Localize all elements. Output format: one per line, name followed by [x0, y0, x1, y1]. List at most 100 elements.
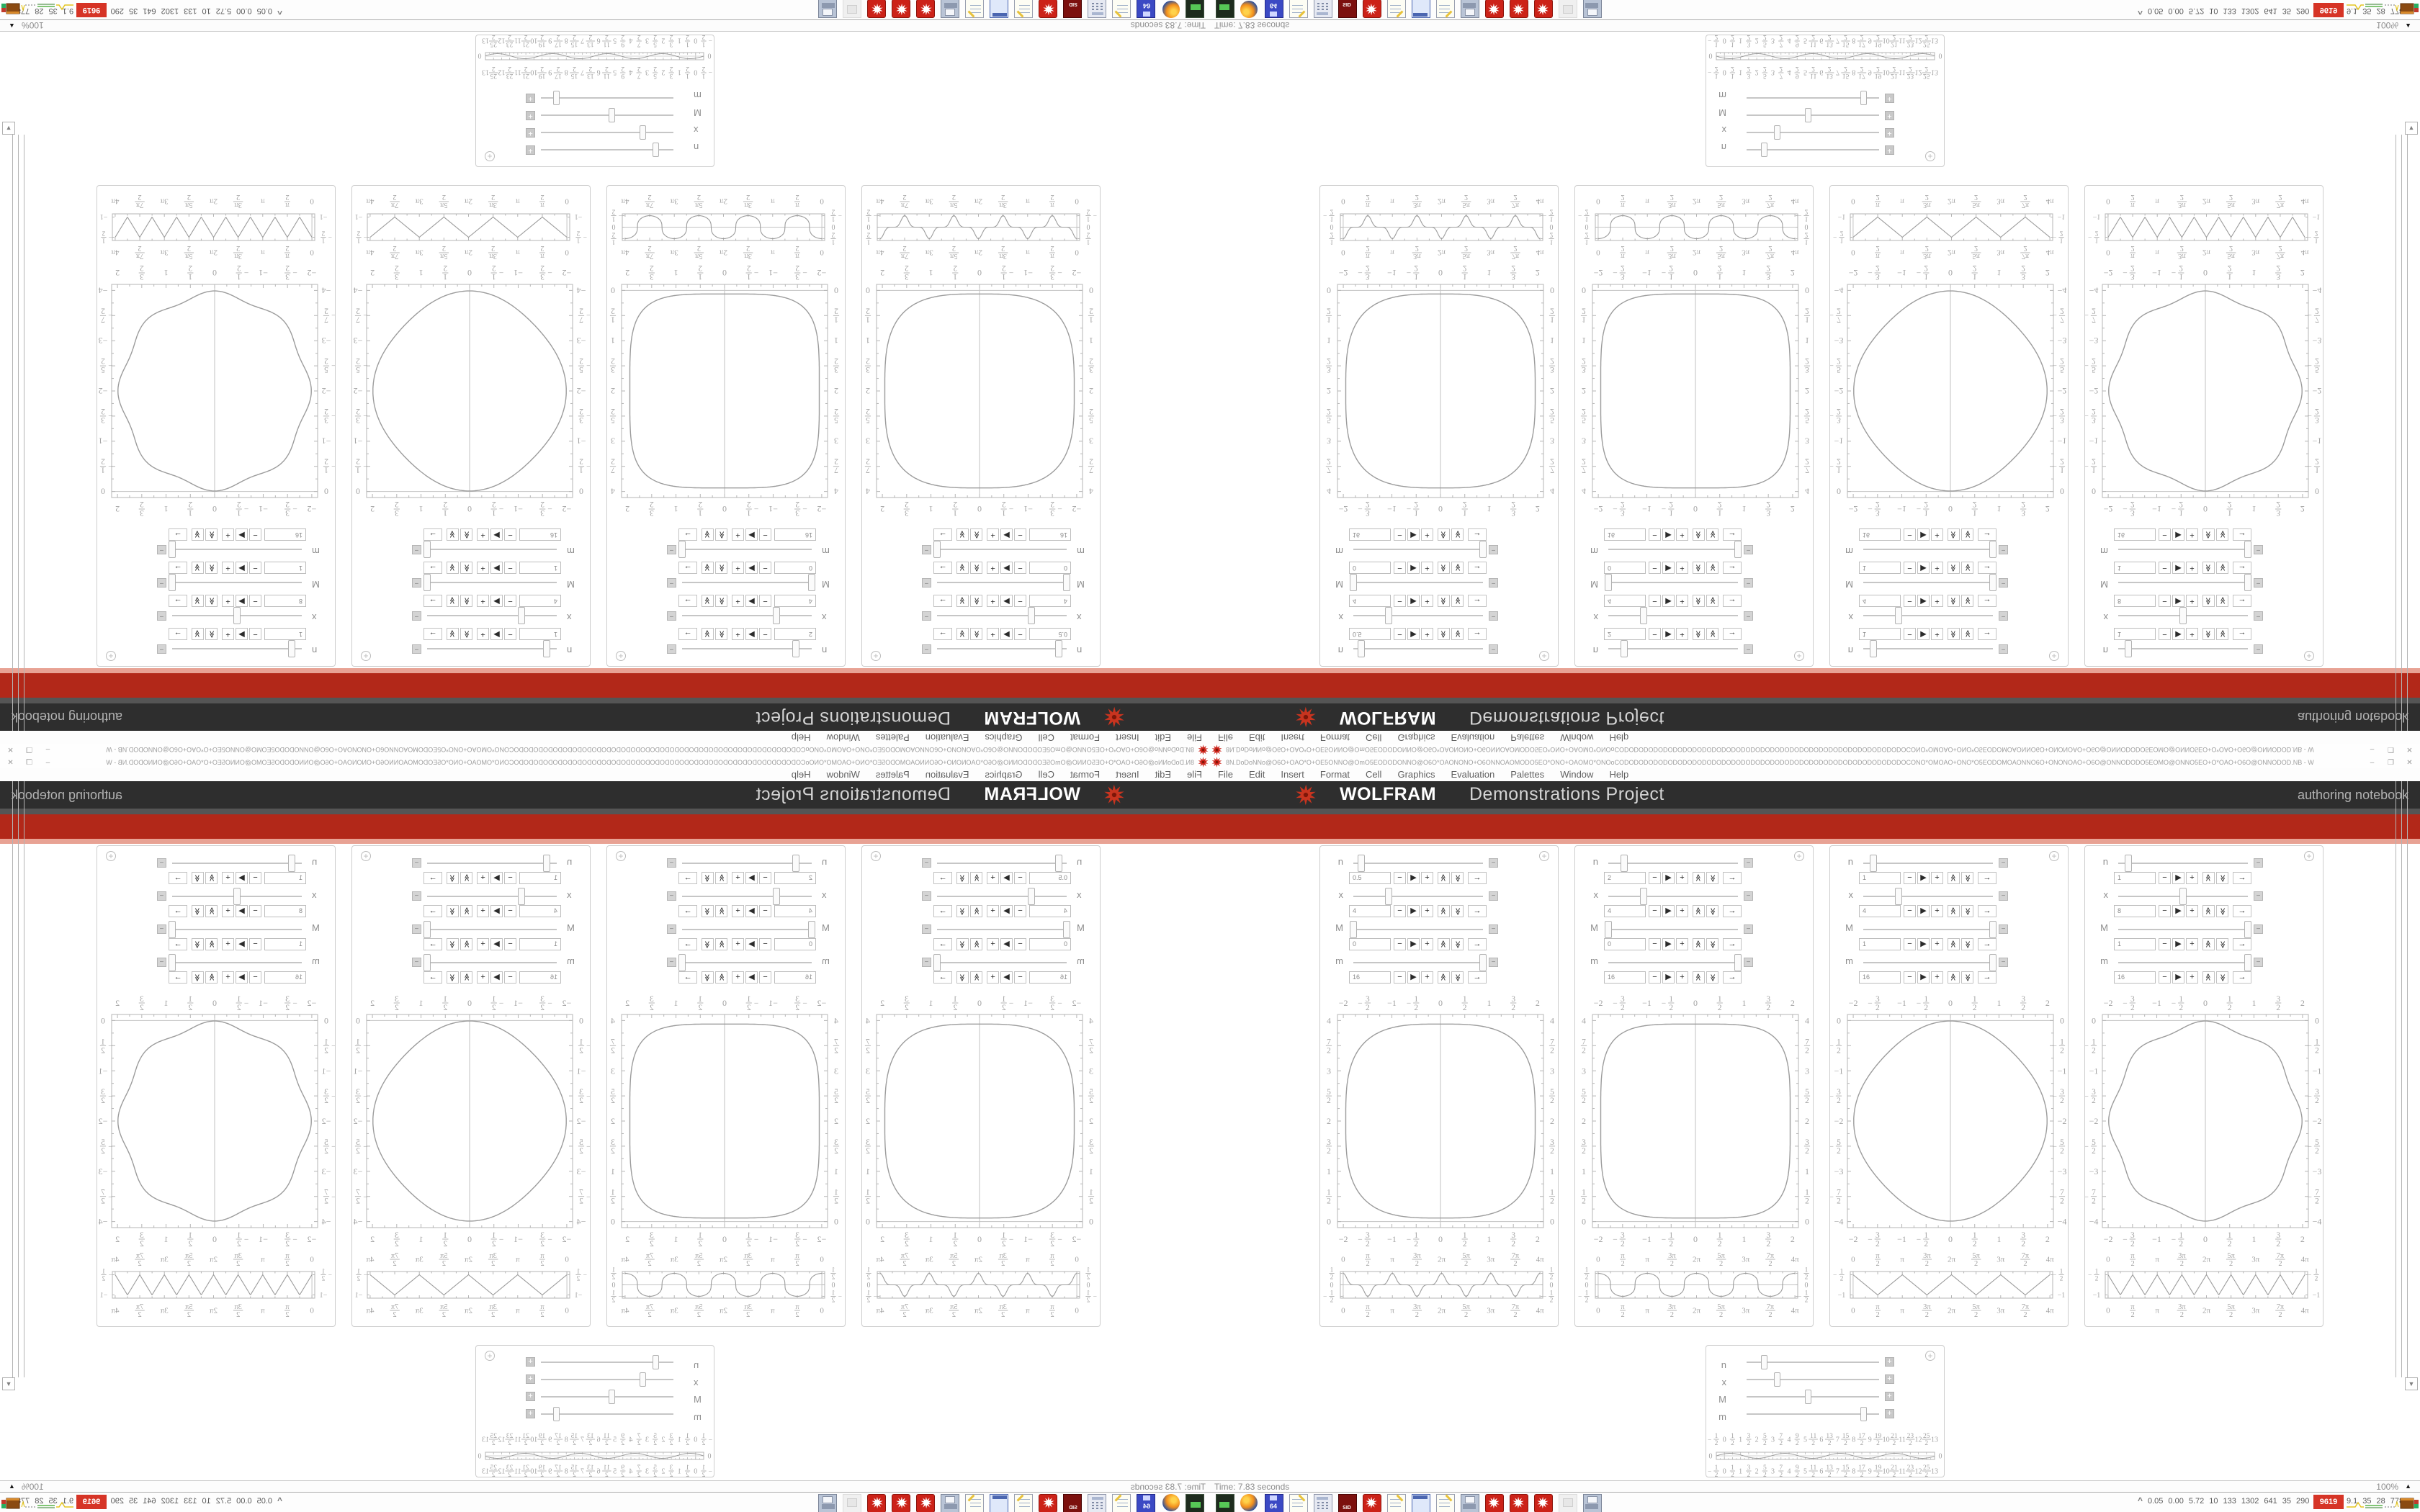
- stepper-direction-button[interactable]: →: [424, 905, 442, 917]
- stepper-slower-button[interactable]: ≫: [2216, 562, 2228, 574]
- stepper-play-button[interactable]: ▶: [1662, 562, 1675, 574]
- stepper-faster-button[interactable]: ≫: [1693, 872, 1705, 884]
- stepper-increment-button[interactable]: +: [987, 628, 999, 640]
- stepper-slower-button[interactable]: ≫: [702, 628, 714, 640]
- stepper-increment-button[interactable]: +: [222, 938, 234, 950]
- slider-handle[interactable]: [424, 574, 431, 591]
- firefox-icon[interactable]: [1162, 1, 1180, 18]
- red-book-icon[interactable]: SID: [1338, 1494, 1357, 1512]
- slider-collapse-button[interactable]: −: [1489, 545, 1498, 554]
- stepper-play-button[interactable]: ▶: [1407, 562, 1420, 574]
- slider-track[interactable]: [427, 582, 557, 583]
- stepper-play-button[interactable]: ▶: [1000, 971, 1013, 984]
- slider-handle[interactable]: [1357, 855, 1365, 872]
- manipulate-options-button[interactable]: +: [2049, 851, 2059, 861]
- stepper-play-button[interactable]: ▶: [490, 528, 503, 541]
- stepper-direction-button[interactable]: →: [1723, 872, 1742, 884]
- slider-track[interactable]: [427, 549, 557, 550]
- magnification-dropdown[interactable]: ▲: [2405, 1482, 2411, 1490]
- stepper-increment-button[interactable]: +: [1676, 872, 1688, 884]
- firefox-icon[interactable]: [1240, 1, 1258, 18]
- printer-icon[interactable]: [941, 1494, 959, 1512]
- slider-track[interactable]: [1608, 962, 1738, 963]
- stepper-faster-button[interactable]: ≫: [715, 595, 727, 607]
- menu-insert[interactable]: Insert: [1281, 732, 1304, 743]
- manipulate-options-button[interactable]: +: [106, 851, 116, 861]
- stepper-increment-button[interactable]: +: [222, 872, 234, 884]
- manipulate-options-button[interactable]: +: [616, 651, 626, 661]
- manipulate-options-button[interactable]: +: [2304, 651, 2314, 661]
- slider-collapse-button[interactable]: −: [1489, 611, 1498, 621]
- stepper-direction-button[interactable]: →: [2233, 528, 2251, 541]
- stepper-direction-button[interactable]: →: [678, 938, 697, 950]
- stepper-direction-button[interactable]: →: [1978, 905, 1996, 917]
- stepper-play-button[interactable]: ▶: [1662, 971, 1675, 984]
- stepper-increment-button[interactable]: +: [2186, 938, 2198, 950]
- stepper-play-button[interactable]: ▶: [490, 938, 503, 950]
- stepper-direction-button[interactable]: →: [1978, 872, 1996, 884]
- mathematica-icon[interactable]: [1485, 0, 1504, 18]
- slider-handle[interactable]: [542, 640, 550, 657]
- slider-value-field[interactable]: 1: [264, 562, 306, 574]
- notepad-icon[interactable]: [1289, 1494, 1308, 1512]
- slider-handle[interactable]: [1055, 855, 1063, 872]
- slider-value-field[interactable]: 16: [1029, 971, 1071, 984]
- stepper-increment-button[interactable]: +: [477, 562, 489, 574]
- slider-value-field[interactable]: 0: [774, 562, 816, 574]
- slider-track[interactable]: [1747, 132, 1879, 133]
- stepper-faster-button[interactable]: ≫: [460, 595, 472, 607]
- stepper-faster-button[interactable]: ≫: [715, 562, 727, 574]
- stepper-decrement-button[interactable]: −: [1014, 872, 1026, 884]
- menu-format[interactable]: Format: [1070, 769, 1101, 780]
- stepper-play-button[interactable]: ▶: [1000, 528, 1013, 541]
- stepper-play-button[interactable]: ▶: [236, 628, 248, 640]
- menu-window[interactable]: Window: [1560, 769, 1594, 780]
- slider-track[interactable]: [541, 1413, 673, 1415]
- stepper-increment-button[interactable]: +: [1931, 595, 1943, 607]
- stepper-increment-button[interactable]: +: [987, 872, 999, 884]
- stepper-faster-button[interactable]: ≫: [1948, 872, 1960, 884]
- close-button[interactable]: ✕: [2406, 745, 2413, 753]
- stepper-direction-button[interactable]: →: [2233, 905, 2251, 917]
- menu-edit[interactable]: Edit: [1155, 769, 1172, 780]
- stepper-decrement-button[interactable]: −: [1904, 562, 1916, 574]
- scrollbar-down-button[interactable]: ▼: [2, 1377, 15, 1390]
- stepper-slower-button[interactable]: ≫: [2216, 971, 2228, 984]
- manipulate-options-button[interactable]: +: [485, 1351, 495, 1361]
- slider-collapse-button[interactable]: −: [667, 958, 676, 967]
- slider-track[interactable]: [172, 582, 302, 583]
- stepper-faster-button[interactable]: ≫: [1438, 971, 1450, 984]
- close-button[interactable]: ✕: [7, 759, 14, 767]
- stepper-increment-button[interactable]: +: [2186, 628, 2198, 640]
- stepper-slower-button[interactable]: ≫: [702, 872, 714, 884]
- stepper-faster-button[interactable]: ≫: [2202, 628, 2215, 640]
- stepper-direction-button[interactable]: →: [424, 528, 442, 541]
- stepper-increment-button[interactable]: +: [477, 938, 489, 950]
- taskbar-expand-chevron[interactable]: ^: [2138, 6, 2143, 17]
- stepper-direction-button[interactable]: →: [1468, 528, 1487, 541]
- slider-handle[interactable]: [1605, 574, 1612, 591]
- slider-collapse-button[interactable]: −: [157, 891, 166, 901]
- slider-handle[interactable]: [1894, 607, 1902, 624]
- slider-track[interactable]: [172, 648, 302, 649]
- slider-track[interactable]: [1747, 97, 1879, 99]
- slider-handle[interactable]: [773, 607, 781, 624]
- stepper-slower-button[interactable]: ≫: [1451, 971, 1464, 984]
- menu-evaluation[interactable]: Evaluation: [925, 769, 969, 780]
- stepper-decrement-button[interactable]: −: [759, 905, 771, 917]
- slider-track[interactable]: [937, 648, 1067, 649]
- slider-handle[interactable]: [2244, 921, 2251, 938]
- menu-graphics[interactable]: Graphics: [1397, 732, 1435, 743]
- slider-handle[interactable]: [1384, 888, 1392, 905]
- menu-file[interactable]: File: [1187, 732, 1202, 743]
- slider-collapse-button[interactable]: −: [1489, 644, 1498, 654]
- stepper-play-button[interactable]: ▶: [1407, 938, 1420, 950]
- stepper-slower-button[interactable]: ≫: [447, 971, 459, 984]
- stepper-decrement-button[interactable]: −: [759, 562, 771, 574]
- slider-handle[interactable]: [653, 1355, 660, 1369]
- stepper-decrement-button[interactable]: −: [1649, 562, 1661, 574]
- stepper-decrement-button[interactable]: −: [1014, 938, 1026, 950]
- stepper-increment-button[interactable]: +: [1931, 528, 1943, 541]
- stepper-direction-button[interactable]: →: [169, 938, 187, 950]
- stepper-decrement-button[interactable]: −: [1394, 528, 1406, 541]
